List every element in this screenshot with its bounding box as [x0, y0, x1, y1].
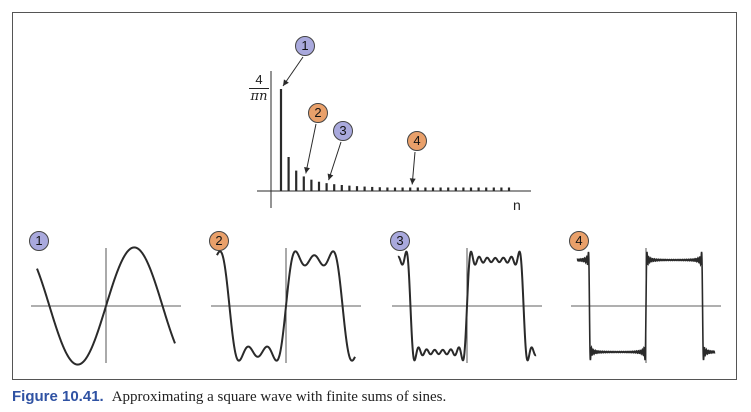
panel-badge-2: 2	[209, 231, 229, 251]
wave-curve	[397, 250, 537, 362]
figure-caption: Figure 10.41. Approximating a square wave…	[12, 388, 446, 406]
callout-arrowhead	[283, 79, 289, 86]
panel-badge-4: 4	[569, 231, 589, 251]
callout-arrowhead	[304, 166, 310, 174]
callout-badge-1: 1	[295, 36, 315, 56]
callout-badge-4: 4	[407, 131, 427, 151]
panel-badge-1: 1	[29, 231, 49, 251]
wave-curve	[576, 251, 716, 361]
callout-arrowhead	[409, 178, 416, 185]
caption-text: Approximating a square wave with finite …	[111, 389, 447, 405]
panel-badge-3: 3	[390, 231, 410, 251]
figure-frame: 4 πn n 1 2 3 4 1 2 3 4	[12, 12, 737, 380]
callout-arrow	[305, 123, 317, 174]
x-axis-label: n	[513, 197, 521, 213]
fraction-bar	[249, 88, 269, 89]
caption-number: Figure 10.41.	[12, 388, 104, 405]
wave-curve	[36, 246, 176, 366]
callout-badge-3: 3	[333, 121, 353, 141]
callout-badge-2: 2	[308, 103, 328, 123]
y-axis-label: 4 πn	[245, 73, 273, 103]
wave-curve	[216, 250, 356, 362]
y-label-denominator: πn	[250, 89, 268, 104]
figure-artwork	[31, 56, 721, 366]
callout-arrowhead	[327, 173, 334, 181]
callout-arrow	[328, 141, 342, 181]
y-label-numerator: 4	[255, 72, 263, 87]
